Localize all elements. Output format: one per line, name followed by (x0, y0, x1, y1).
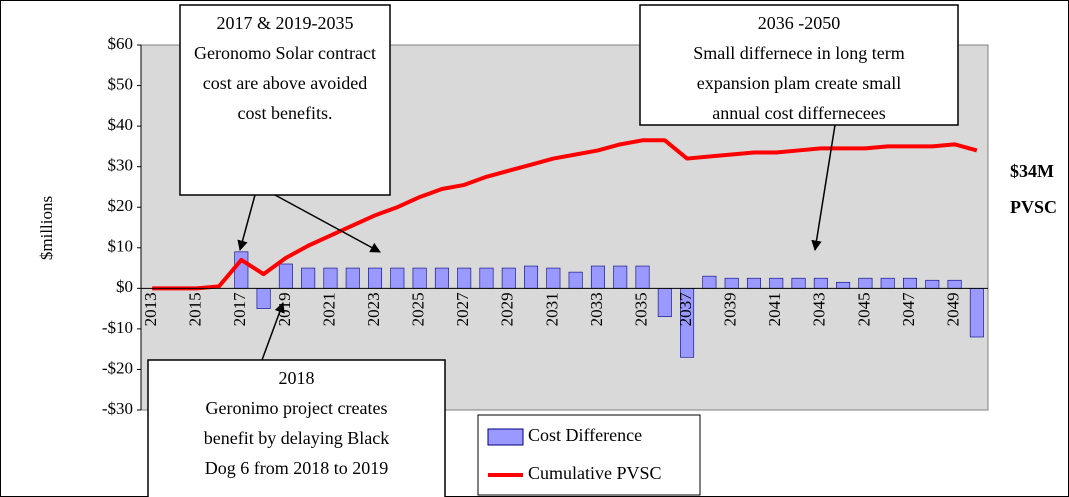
legend-label: Cost Difference (528, 425, 642, 445)
bar (813, 277, 828, 289)
annotation-text: benefit by delaying Black (204, 428, 389, 448)
y-tick-label: $10 (108, 237, 134, 256)
bar (323, 267, 338, 289)
bar (345, 267, 360, 289)
annotation-text: Geronimo project creates (206, 398, 388, 418)
x-tick-label: 2017 (230, 292, 249, 327)
bar (880, 277, 895, 289)
x-tick-label: 2023 (364, 292, 383, 326)
legend-swatch (487, 428, 524, 446)
x-tick-label: 2047 (899, 292, 918, 327)
annotation-text: 2018 (279, 368, 315, 388)
annotation-text: annual cost differnecees (712, 103, 886, 123)
annotation-box (147, 359, 446, 497)
y-tick-label: $60 (108, 34, 134, 53)
bar (278, 263, 293, 289)
line (152, 138, 978, 291)
y-tick-label: -$20 (102, 358, 133, 377)
end-label: PVSC (1010, 197, 1057, 217)
bar (613, 265, 628, 289)
bar (836, 281, 851, 289)
bar (434, 267, 449, 289)
annotation-text: 2036 -2050 (758, 13, 841, 33)
bar (524, 265, 539, 289)
bar (479, 267, 494, 289)
annotation-box (639, 4, 959, 126)
x-tick-label: 2037 (676, 292, 695, 327)
y-tick-label: $20 (108, 196, 134, 215)
bar (746, 277, 761, 289)
bar (791, 277, 806, 289)
bar (590, 265, 605, 289)
y-tick-label: -$30 (102, 399, 133, 418)
bar (724, 277, 739, 289)
annotation-text: 2017 & 2019-2035 (217, 13, 354, 33)
y-tick-label: $50 (108, 74, 134, 93)
bar (858, 277, 873, 289)
bar (702, 275, 717, 289)
x-tick-label: 2027 (453, 292, 472, 327)
end-label: $34M (1010, 161, 1054, 181)
bar (234, 251, 249, 289)
bar (947, 279, 962, 289)
x-tick-label: 2019 (275, 292, 294, 326)
annotation-arrow (811, 124, 836, 252)
annotation-box (179, 4, 391, 196)
bar (301, 267, 316, 289)
x-tick-label: 2041 (765, 292, 784, 326)
bar (501, 267, 516, 289)
x-tick-label: 2029 (498, 292, 517, 326)
bar (925, 279, 940, 289)
bar (657, 288, 672, 318)
x-tick-label: 2039 (721, 292, 740, 326)
x-tick-label: 2021 (319, 292, 338, 326)
bar (412, 267, 427, 289)
bar (390, 267, 405, 289)
bar (368, 267, 383, 289)
legend-label: Cumulative PVSC (528, 463, 662, 483)
legend-box (477, 414, 701, 496)
y-tick-label: -$10 (102, 318, 133, 337)
x-tick-label: 2045 (854, 292, 873, 326)
annotation-text: expansion plam create small (697, 73, 901, 93)
bar (635, 265, 650, 289)
annotation-text: Dog 6 from 2018 to 2019 (205, 458, 389, 478)
bar (457, 267, 472, 289)
x-tick-label: 2015 (186, 292, 205, 326)
y-axis-label: $millions (37, 196, 56, 260)
x-tick-label: 2043 (810, 292, 829, 326)
bar (256, 288, 271, 309)
annotation-arrow (237, 194, 256, 252)
annotation-arrow (274, 194, 381, 253)
annotation-text: cost benefits. (238, 103, 333, 123)
x-tick-label: 2025 (409, 292, 428, 326)
x-tick-label: 2049 (943, 292, 962, 326)
y-tick-label: $40 (108, 115, 134, 134)
x-tick-label: 2035 (631, 292, 650, 326)
bar (969, 288, 984, 338)
x-tick-label: 2033 (587, 292, 606, 326)
bar (769, 277, 784, 289)
annotation-text: Geronomo Solar contract (194, 43, 376, 63)
annotation-arrow (261, 302, 285, 361)
bar (902, 277, 917, 289)
annotation-text: Small differnece in long term (693, 43, 905, 63)
bar (568, 271, 583, 289)
y-tick-label: $30 (108, 156, 134, 175)
x-tick-label: 2031 (542, 292, 561, 326)
annotation-text: cost are above avoided (203, 73, 367, 93)
y-tick-label: $0 (116, 277, 133, 296)
bar (546, 267, 561, 289)
x-tick-label: 2013 (141, 292, 160, 326)
